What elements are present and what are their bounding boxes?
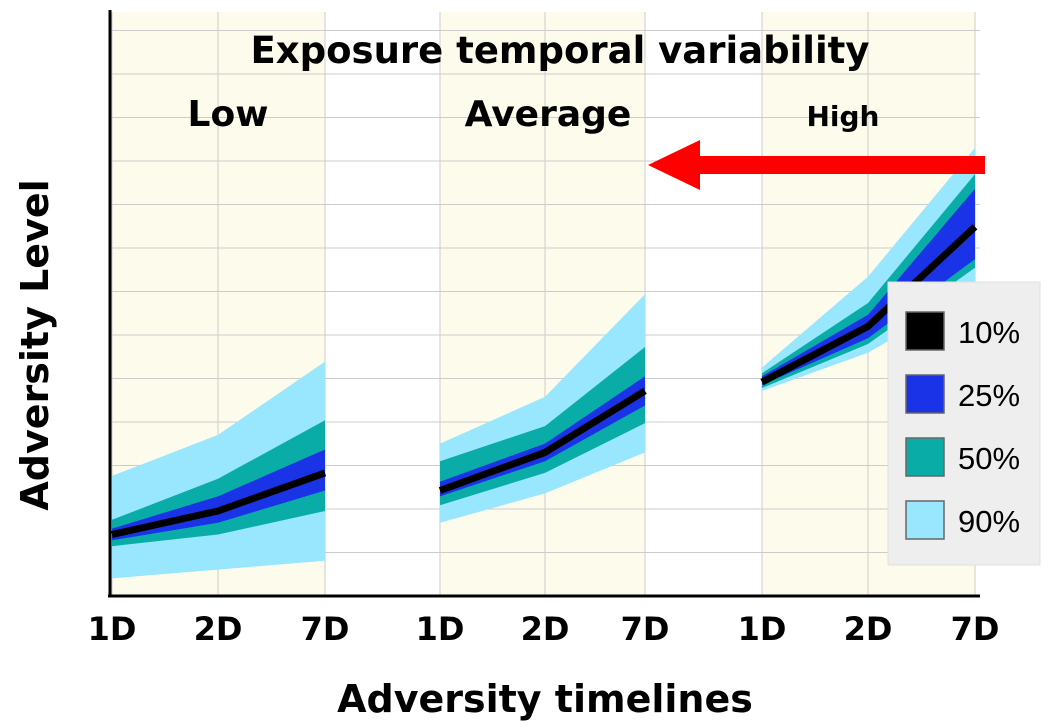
x-axis-label: Adversity timelines: [337, 677, 753, 721]
legend-swatch-25pct: [905, 374, 945, 414]
red-arrow-annotation: [648, 140, 985, 190]
legend: 10% 25% 50% 90%: [887, 281, 1041, 566]
x-tick-label: 2D: [521, 610, 570, 648]
legend-swatch-50pct: [905, 437, 945, 477]
legend-label-50pct: 50%: [958, 441, 1020, 476]
legend-swatch-10pct: [905, 311, 945, 351]
x-tick-label: 1D: [416, 610, 465, 648]
y-axis-label: Adversity Level: [13, 179, 57, 510]
group-label-average: Average: [465, 94, 632, 135]
x-tick-label: 7D: [621, 610, 670, 648]
band-25pct-low: [112, 449, 325, 541]
x-tick-label: 1D: [738, 610, 787, 648]
legend-label-90pct: 90%: [958, 504, 1020, 539]
arrow-head: [648, 140, 700, 190]
x-tick-label: 7D: [951, 610, 1000, 648]
tick-labels: 1D 2D 7D 1D 2D 7D 1D 2D 7D: [88, 610, 1000, 648]
x-tick-label: 2D: [194, 610, 243, 648]
x-tick-label: 1D: [88, 610, 137, 648]
legend-swatch-90pct: [905, 500, 945, 540]
group-labels: Low Average High: [188, 94, 880, 135]
axes: [108, 10, 980, 598]
band-90pct-high: [762, 147, 975, 391]
chart-title: Exposure temporal variability: [251, 29, 870, 72]
group-label-low: Low: [188, 94, 269, 135]
median-line-average: [438, 387, 647, 494]
median-line-low: [111, 469, 327, 538]
legend-label-25pct: 25%: [958, 378, 1020, 413]
x-tick-label: 7D: [301, 610, 350, 648]
band-25pct-average: [440, 376, 645, 497]
x-tick-label: 2D: [844, 610, 893, 648]
group-label-high: High: [806, 100, 879, 133]
median-line-high: [760, 224, 978, 386]
legend-label-10pct: 10%: [958, 315, 1020, 350]
